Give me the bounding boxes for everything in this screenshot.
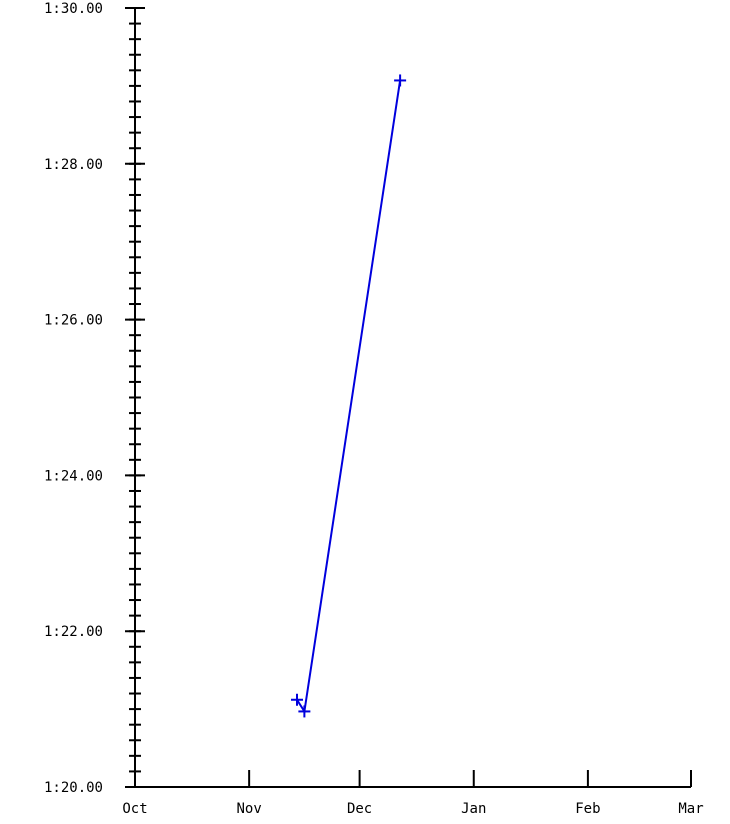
data-point-marker (394, 74, 407, 87)
y-tick-labels: 1:20.00 1:22.00 1:24.00 1:26.00 1:28.00 1:30.… (44, 1, 103, 796)
y-tick-label: 1:28.00 (44, 157, 103, 173)
y-tick-label: 1:30.00 (44, 1, 103, 17)
data-point-marker (298, 705, 311, 718)
x-tick-labels: Oct Nov Dec Jan Feb Mar (122, 801, 703, 817)
data-point-marker (291, 693, 304, 706)
x-tick-label: Jan (461, 801, 486, 817)
y-tick-label: 1:24.00 (44, 468, 103, 484)
y-tick-label: 1:20.00 (44, 780, 103, 796)
x-tick-label: Oct (122, 801, 147, 817)
x-tick-label: Feb (575, 801, 600, 817)
series-line (296, 80, 402, 715)
x-ticks (134, 770, 692, 787)
y-tick-label: 1:26.00 (44, 313, 103, 329)
series-layer (291, 74, 407, 718)
x-tick-label: Mar (678, 801, 703, 817)
y-tick-label: 1:22.00 (44, 624, 103, 640)
x-tick-label: Dec (347, 801, 372, 817)
x-tick-label: Nov (236, 801, 261, 817)
axes (134, 8, 691, 788)
